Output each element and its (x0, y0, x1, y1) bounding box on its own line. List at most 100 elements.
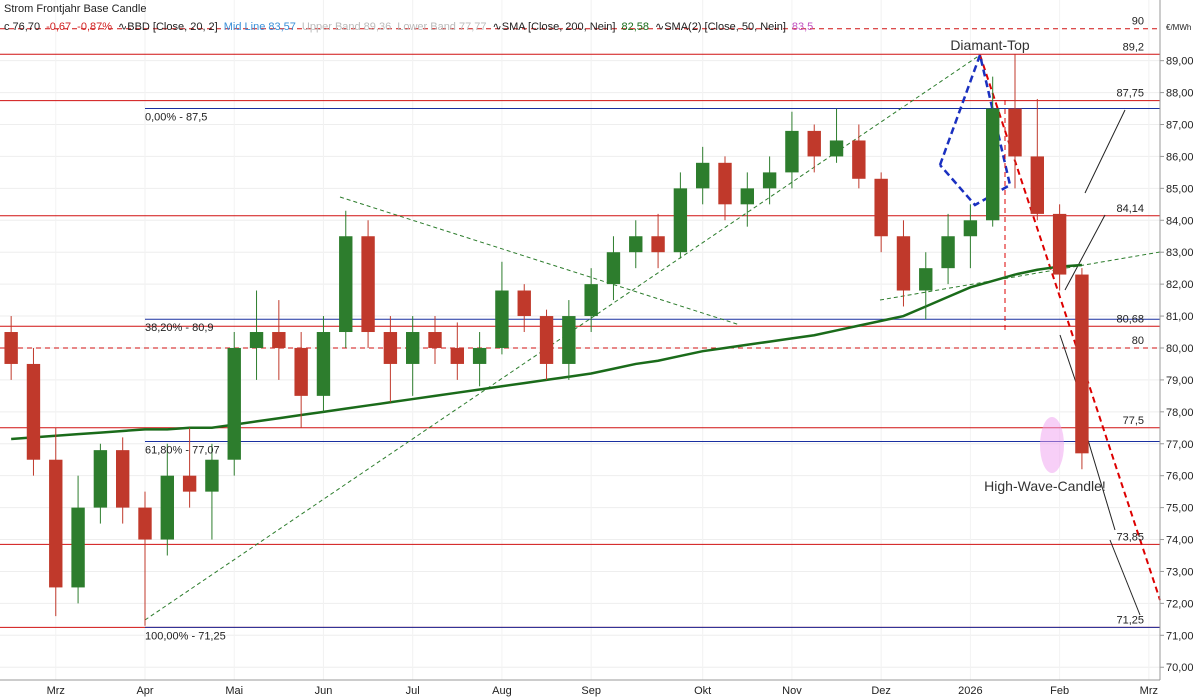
candle-body (740, 188, 754, 205)
y-tick-label: 72,00 (1166, 598, 1194, 610)
candle-body (517, 290, 531, 317)
diamond-pattern (938, 50, 1012, 207)
annotation: High-Wave-Candle! (984, 478, 1106, 494)
y-tick-label: 76,00 (1166, 471, 1194, 483)
header-item: Lower Band 77,77 (397, 21, 486, 33)
candle-body (896, 236, 911, 291)
x-tick-label: Aug (492, 685, 512, 697)
candle-body (339, 236, 353, 333)
candle-body (227, 347, 241, 460)
y-tick-label: 88,00 (1166, 88, 1194, 100)
candle-body (807, 130, 821, 157)
y-tick-label: 83,00 (1166, 247, 1194, 259)
trend-line (879, 251, 1161, 301)
y-tick-label: 71,00 (1166, 630, 1194, 642)
candle-body (182, 475, 197, 492)
candle-body (49, 459, 63, 588)
annotation: Diamant-Top (950, 37, 1030, 53)
header-item: -0,67 (46, 21, 71, 33)
candle-body (919, 268, 933, 291)
candle-body (696, 162, 710, 189)
y-tick-label: 75,00 (1166, 503, 1194, 515)
candle-body (249, 332, 264, 348)
level-label: 87,75 (1116, 88, 1144, 100)
candle-body (539, 316, 554, 364)
unit: €/MWh (1166, 23, 1191, 32)
candle-body (829, 140, 844, 157)
candle-body (160, 475, 174, 540)
x-tick-label: Jun (315, 685, 333, 697)
fib-label: 38,20% - 80,9 (145, 322, 214, 334)
x-tick-label: Nov (782, 685, 802, 697)
candle-body (93, 450, 108, 508)
x-tick-label: Okt (694, 685, 711, 697)
candle-body (852, 140, 866, 179)
level-label: 73,85 (1116, 531, 1144, 543)
level-label: 90 (1132, 16, 1144, 28)
candle-body (316, 332, 331, 396)
candle-body (762, 172, 777, 189)
x-tick-label: Jul (406, 685, 420, 697)
candle-body (495, 290, 509, 348)
y-tick-label: 87,00 (1166, 120, 1194, 132)
arrows (1059, 109, 1141, 616)
x-tick-label: Mrz (1140, 685, 1158, 697)
header-item: ∿SMA(2) [Close, 50, Nein] (655, 21, 786, 33)
y-tick-label: 70,00 (1166, 662, 1194, 674)
y-tick-label: 85,00 (1166, 183, 1194, 195)
candle-body (450, 347, 464, 364)
fib-label: 100,00% - 71,25 (145, 630, 226, 642)
x-tick-label: Mrz (47, 685, 65, 697)
fib-label: 0,00% - 87,5 (145, 112, 207, 124)
y-tick-label: 74,00 (1166, 535, 1194, 547)
candle-body (138, 507, 152, 540)
candle-body (406, 332, 420, 364)
candle-body (71, 507, 85, 588)
level-label: 89,2 (1123, 41, 1144, 53)
y-tick-label: 89,00 (1166, 56, 1194, 68)
candle-body (272, 332, 286, 348)
y-tick-label: 84,00 (1166, 215, 1194, 227)
candle-body (606, 252, 621, 285)
header-item: 82,58 (621, 21, 649, 33)
candle-body (1030, 156, 1044, 214)
candle-body (1008, 108, 1022, 157)
fib-label: 61,80% - 77,07 (145, 445, 220, 457)
candle-body (116, 450, 130, 508)
candle-body (472, 347, 487, 364)
candle-body (562, 316, 576, 364)
candle-body (361, 236, 375, 333)
level-label: 80,68 (1116, 313, 1144, 325)
level-label: 80 (1132, 335, 1144, 347)
candle-body (1052, 213, 1067, 275)
y-tick-label: 86,00 (1166, 151, 1194, 163)
candle-body (874, 178, 888, 237)
candle-body (4, 332, 18, 364)
candle-body (785, 130, 799, 173)
y-tick-label: 79,00 (1166, 375, 1194, 387)
header: c 76,70 -0,67 -0,87% ∿BBD [Close, 20, 2] Mid… (4, 21, 813, 33)
x-tick-label: 2026 (958, 685, 982, 697)
candle-body (963, 220, 978, 237)
y-tick-label: 77,00 (1166, 439, 1194, 451)
x-tick-label: Dez (871, 685, 891, 697)
header-item: Upper Band 89,36 (302, 21, 391, 33)
level-label: 77,5 (1123, 415, 1144, 427)
candle-body (651, 236, 665, 253)
plot (4, 54, 1089, 626)
y-tick-label: 80,00 (1166, 343, 1194, 355)
candle-body (584, 284, 598, 317)
chart-title: Strom Frontjahr Base Candle (4, 3, 146, 15)
candle-body (205, 459, 219, 492)
level-label: 71,25 (1116, 614, 1144, 626)
candle-body (941, 236, 955, 269)
x-tick-label: Sep (581, 685, 601, 697)
header-item: 83,5 (792, 21, 813, 33)
candle-body (1075, 274, 1089, 454)
candle-body (629, 236, 643, 253)
candle-body (383, 332, 398, 364)
candle-body (294, 347, 308, 396)
header-item: ∿BBD [Close, 20, 2] (118, 21, 218, 33)
candle-body (673, 188, 688, 253)
